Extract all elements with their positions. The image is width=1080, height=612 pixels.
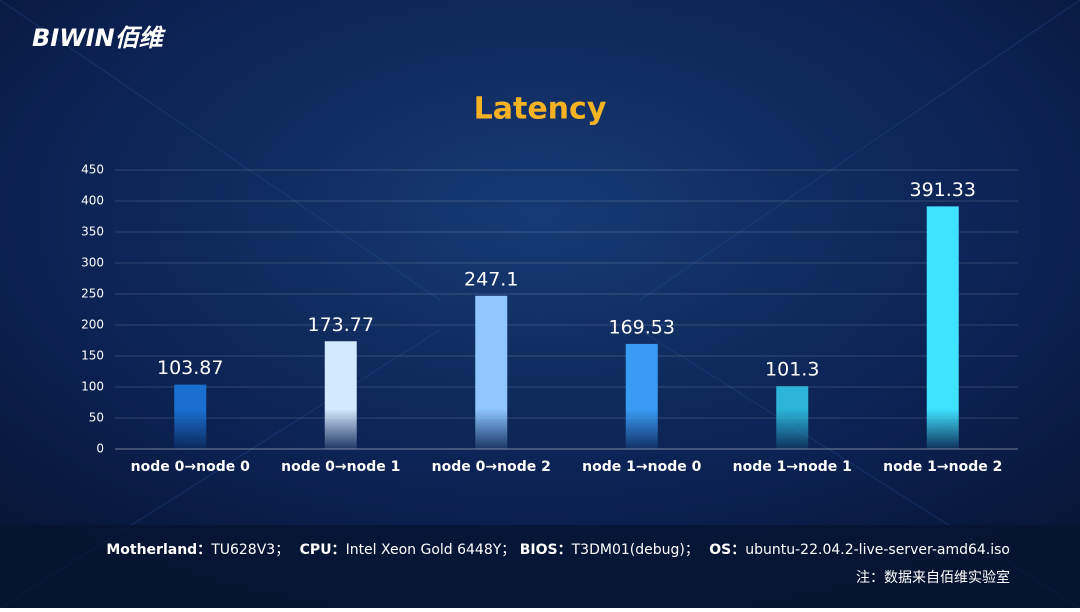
y-tick-label: 200 [81, 318, 104, 332]
y-tick-label: 400 [81, 194, 104, 208]
spec-value: T3DM01(debug)； [571, 542, 699, 558]
value-label: 247.1 [464, 268, 518, 290]
x-tick-label: node 0→node 0 [131, 459, 250, 475]
y-tick-label: 450 [81, 163, 104, 177]
specs: Motherland：TU628V3； CPU：Intel Xeon Gold … [106, 542, 1010, 558]
bar [625, 343, 658, 449]
x-tick-label: node 0→node 1 [281, 459, 400, 475]
bar [926, 206, 959, 449]
chart-title: Latency [474, 92, 607, 127]
logo: BIWIN佰维 [32, 24, 167, 52]
y-tick-label: 350 [81, 225, 104, 239]
value-label: 169.53 [609, 316, 675, 338]
x-tick-label: node 1→node 1 [733, 459, 852, 475]
spec-label: OS： [709, 542, 745, 558]
spec-label: CPU： [300, 542, 346, 558]
bar [776, 386, 809, 449]
y-tick-label: 300 [81, 256, 104, 270]
bar [174, 384, 207, 449]
value-label: 101.3 [765, 359, 819, 381]
value-label: 391.33 [910, 179, 976, 201]
y-tick-label: 50 [89, 411, 104, 425]
y-tick-label: 150 [81, 349, 104, 363]
x-tick-label: node 1→node 0 [582, 459, 701, 475]
y-tick-label: 250 [81, 287, 104, 301]
x-tick-label: node 0→node 2 [432, 459, 551, 475]
y-tick-label: 100 [81, 380, 104, 394]
spec-value: Intel Xeon Gold 6448Y； [346, 542, 516, 558]
x-tick-label: node 1→node 2 [883, 459, 1002, 475]
bar [475, 295, 508, 449]
bar [324, 341, 357, 449]
note: 注：数据来自佰维实验室 [856, 569, 1010, 586]
spec-value: ubuntu-22.04.2-live-server-amd64.iso [745, 542, 1010, 558]
footer-band [0, 525, 1080, 608]
spec-value: TU628V3； [210, 542, 289, 558]
value-label: 103.87 [157, 357, 223, 379]
spec-label: Motherland： [106, 542, 211, 558]
spec-label: BIOS： [520, 542, 572, 558]
value-label: 173.77 [308, 314, 374, 336]
y-tick-label: 0 [96, 442, 104, 456]
